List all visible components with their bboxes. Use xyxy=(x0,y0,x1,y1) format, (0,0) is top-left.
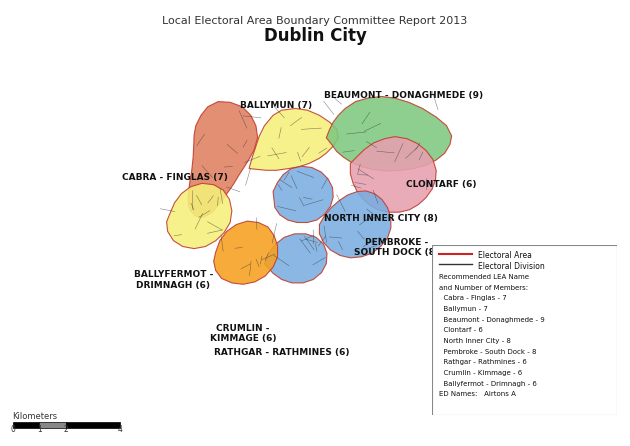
Text: BALLYFERMOT -
DRIMNAGH (6): BALLYFERMOT - DRIMNAGH (6) xyxy=(134,270,213,290)
Bar xyxy=(39,422,66,428)
Text: Ballymun - 7: Ballymun - 7 xyxy=(439,306,488,312)
Polygon shape xyxy=(166,183,232,248)
Text: Dublin City: Dublin City xyxy=(263,27,367,45)
Bar xyxy=(66,422,120,428)
Text: Crumlin - Kimmage - 6: Crumlin - Kimmage - 6 xyxy=(439,370,522,376)
Polygon shape xyxy=(326,96,452,171)
Text: RATHGAR - RATHMINES (6): RATHGAR - RATHMINES (6) xyxy=(214,348,350,358)
Bar xyxy=(13,422,39,428)
Text: BALLYMUN (7): BALLYMUN (7) xyxy=(241,100,312,110)
Text: Clontarf - 6: Clontarf - 6 xyxy=(439,327,483,333)
Polygon shape xyxy=(188,102,258,218)
Text: and Number of Members:: and Number of Members: xyxy=(439,285,528,290)
Text: Rathgar - Rathmines - 6: Rathgar - Rathmines - 6 xyxy=(439,359,527,365)
Text: Beaumont - Donaghmede - 9: Beaumont - Donaghmede - 9 xyxy=(439,317,545,322)
Text: 2: 2 xyxy=(64,425,69,434)
Polygon shape xyxy=(319,191,391,258)
Text: Electoral Division: Electoral Division xyxy=(478,262,545,271)
Text: 0: 0 xyxy=(10,425,15,434)
Text: BEAUMONT - DONAGHMEDE (9): BEAUMONT - DONAGHMEDE (9) xyxy=(324,91,483,100)
Text: 1: 1 xyxy=(37,425,42,434)
Text: PEMBROKE -
SOUTH DOCK (8): PEMBROKE - SOUTH DOCK (8) xyxy=(354,238,439,257)
Text: Ballyfermot - Drimnagh - 6: Ballyfermot - Drimnagh - 6 xyxy=(439,380,537,387)
FancyBboxPatch shape xyxy=(432,245,617,415)
Text: Pembroke - South Dock - 8: Pembroke - South Dock - 8 xyxy=(439,349,537,355)
Text: Kilometers: Kilometers xyxy=(13,412,58,421)
Text: 4: 4 xyxy=(117,425,122,434)
Text: North Inner City - 8: North Inner City - 8 xyxy=(439,338,511,344)
Text: CLONTARF (6): CLONTARF (6) xyxy=(406,180,477,189)
Text: NORTH INNER CITY (8): NORTH INNER CITY (8) xyxy=(324,214,438,223)
Text: CRUMLIN -
KIMMАGE (6): CRUMLIN - KIMMАGE (6) xyxy=(210,324,277,343)
Polygon shape xyxy=(273,166,333,223)
Polygon shape xyxy=(249,108,338,170)
Text: Electoral Area: Electoral Area xyxy=(478,251,532,260)
Text: Local Electoral Area Boundary Committee Report 2013: Local Electoral Area Boundary Committee … xyxy=(163,16,467,25)
Polygon shape xyxy=(214,221,278,284)
Polygon shape xyxy=(265,234,327,283)
Polygon shape xyxy=(350,136,436,212)
Text: CABRA - FINGLAS (7): CABRA - FINGLAS (7) xyxy=(122,173,227,182)
Text: Cabra - Finglas - 7: Cabra - Finglas - 7 xyxy=(439,295,507,301)
Text: Recommended LEA Name: Recommended LEA Name xyxy=(439,274,529,280)
Text: ED Names:   Airtons A: ED Names: Airtons A xyxy=(439,391,516,397)
